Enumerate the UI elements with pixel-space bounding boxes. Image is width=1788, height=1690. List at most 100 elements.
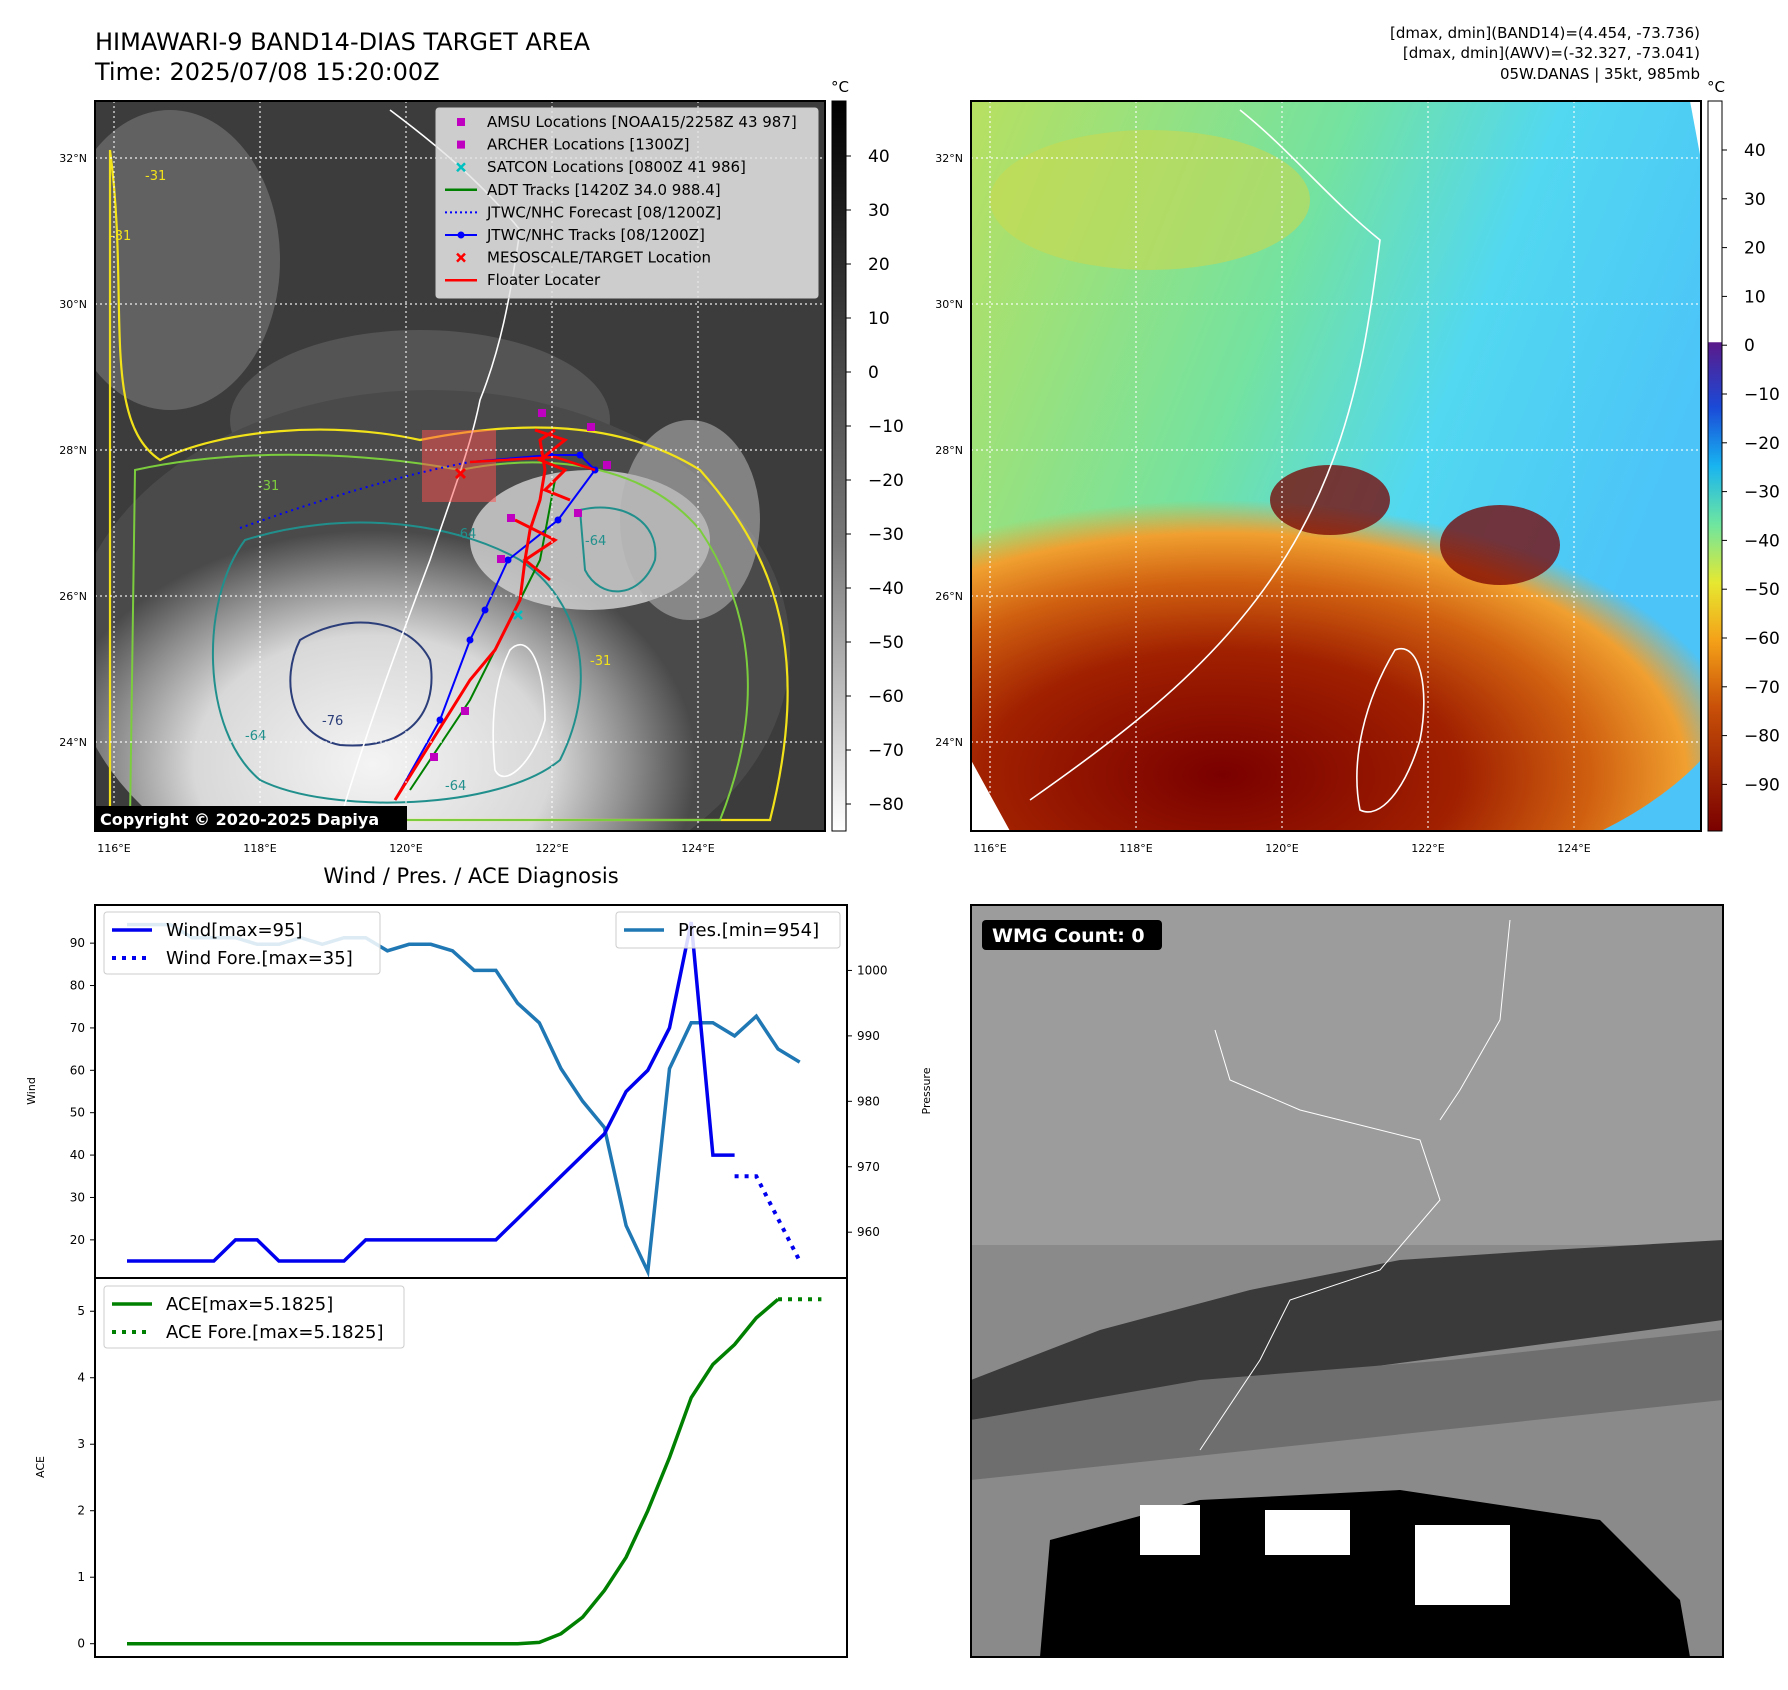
ir-map-panel: -31 -31 -31 -64 -64 -64 -76 -31 -64	[59, 78, 904, 855]
wmg-count-label: WMG Count: 0	[992, 925, 1145, 947]
pressure-legend-box	[615, 911, 841, 949]
legend-marker-dot	[457, 231, 465, 239]
contour-label: -76	[322, 714, 343, 729]
legend-label: Floater Locater	[487, 271, 601, 289]
ace-chart: ACE 5 4 3 2 1 0 ACE[max=5.1825] ACE Fore.[max…	[34, 1277, 848, 1658]
colorbar-tick-label: −70	[1744, 678, 1780, 698]
wmg-mid-band	[971, 1330, 1723, 1480]
contour-navy	[289, 621, 433, 747]
colorbar-tick-label: 40	[868, 147, 890, 167]
wind-axis-label: Wind	[25, 1077, 38, 1105]
colorbar-tick-label: −50	[1744, 580, 1780, 600]
lon-label: 120°E	[389, 842, 422, 855]
ace-legend-label: ACE[max=5.1825]	[166, 1294, 333, 1315]
wind-legend-label: Wind[max=95]	[166, 920, 303, 941]
wv-taiwan-coastline	[1356, 647, 1425, 813]
ace-forecast-legend-label: ACE Fore.[max=5.1825]	[166, 1322, 384, 1343]
colorbar-tick-label: −80	[868, 795, 904, 815]
contour-label: -64	[585, 534, 606, 549]
axis-tick-label: 4	[77, 1371, 85, 1385]
diagnosis-title: Wind / Pres. / ACE Diagnosis	[323, 864, 618, 888]
legend-marker	[456, 252, 466, 263]
jtwc-track	[394, 454, 597, 801]
contour-label: -64	[445, 779, 466, 794]
wv-moist-band	[990, 130, 1310, 270]
wv-core-north	[1270, 465, 1390, 535]
lat-label: 30°N	[935, 298, 963, 311]
colorbar-tick-label: −60	[868, 687, 904, 707]
axis-tick-label: 3	[77, 1437, 85, 1451]
axis-tick-label: 980	[857, 1094, 880, 1108]
lat-label: 30°N	[59, 298, 87, 311]
axis-tick-label: 50	[70, 1106, 85, 1120]
wmg-core-black	[1040, 1490, 1690, 1657]
wv-gridlines	[971, 101, 1701, 831]
lon-label: 122°E	[1411, 842, 1444, 855]
wmg-cold-cell	[1265, 1510, 1350, 1555]
axis-tick-label: 0	[77, 1637, 85, 1651]
lat-label: 26°N	[59, 590, 87, 603]
wind-forecast-series-line	[734, 1174, 802, 1262]
wv-map-frame	[970, 100, 1702, 832]
wmg-frame	[970, 904, 1724, 1658]
colorbar-tick-label: −70	[868, 741, 904, 761]
wmg-panel: WMG Count: 0	[970, 904, 1724, 1658]
colorbar-tick-label: −20	[868, 471, 904, 491]
map-legend-items: AMSU Locations [NOAA15/2258Z 43 987] ARCH…	[445, 113, 797, 289]
axis-tick-label: 30	[70, 1190, 85, 1204]
colorbar-tick-label: −40	[868, 579, 904, 599]
mesoscale-target-box	[422, 430, 496, 502]
legend-marker	[456, 162, 466, 173]
legend-label: SATCON Locations [0800Z 41 986]	[487, 158, 746, 176]
lon-label: 118°E	[243, 842, 276, 855]
ir-cloud-west	[95, 110, 280, 410]
colorbar-tick-label: −50	[868, 633, 904, 653]
contour-label: -31	[590, 654, 611, 669]
ir-colorbar-unit: °C	[831, 78, 849, 96]
colorbar-tick-label: 0	[868, 363, 879, 383]
floater-locater-track	[393, 428, 556, 801]
figure-title: HIMAWARI-9 BAND14-DIAS TARGET AREA	[95, 28, 591, 56]
colorbar-tick-label: 20	[868, 255, 890, 275]
colorbar-tick-label: −90	[1744, 775, 1780, 795]
colorbar-tick-label: −10	[1744, 385, 1780, 405]
axis-tick-label: 70	[70, 1021, 85, 1035]
lon-label: 124°E	[1557, 842, 1590, 855]
copyright-text: Copyright © 2020-2025 Dapiya	[100, 810, 379, 829]
axis-tick-label: 990	[857, 1029, 880, 1043]
taiwan-coastline	[492, 643, 546, 777]
lat-label: 24°N	[935, 736, 963, 749]
axis-tick-label: 1000	[857, 963, 888, 977]
contour-label: -31	[145, 169, 166, 184]
ir-colorbar	[831, 100, 847, 832]
colorbar-tick-label: −10	[868, 417, 904, 437]
wmg-count-badge	[982, 920, 1162, 950]
lat-label: 28°N	[59, 444, 87, 457]
axis-tick-label: 90	[70, 936, 85, 950]
colorbar-tick-label: −30	[868, 525, 904, 545]
legend-label: ADT Tracks [1420Z 34.0 988.4]	[487, 181, 721, 199]
satcon-markers	[513, 610, 523, 620]
wmg-upper-region	[971, 905, 1723, 1245]
wind-axis-ticks: 90 80 70 60 50 40 30 20	[70, 936, 95, 1247]
jtwc-forecast-track	[239, 456, 551, 529]
ir-lat-labels: 32°N 30°N 28°N 26°N 24°N	[59, 152, 87, 749]
lat-label: 32°N	[935, 152, 963, 165]
axis-tick-label: 5	[77, 1304, 85, 1318]
colorbar-tick-label: 20	[1744, 239, 1766, 259]
wv-core-east	[1440, 505, 1560, 585]
ace-legend-box	[103, 1285, 405, 1349]
axis-tick-label: 20	[70, 1233, 85, 1247]
lat-label: 28°N	[935, 444, 963, 457]
map-legend: AMSU Locations [NOAA15/2258Z 43 987] ARCH…	[435, 107, 819, 299]
wmg-cold-cell	[1140, 1505, 1200, 1555]
axis-tick-label: 1	[77, 1570, 85, 1584]
wind-series-line	[127, 921, 735, 1263]
colorbar-tick-label: −30	[1744, 483, 1780, 503]
legend-marker	[457, 140, 465, 149]
contour-label: -64	[455, 527, 476, 542]
contour-green	[128, 453, 749, 821]
wind-legend-box	[103, 911, 381, 975]
wv-colorbar-unit: °C	[1707, 78, 1725, 96]
legend-label: MESOSCALE/TARGET Location	[487, 249, 711, 267]
